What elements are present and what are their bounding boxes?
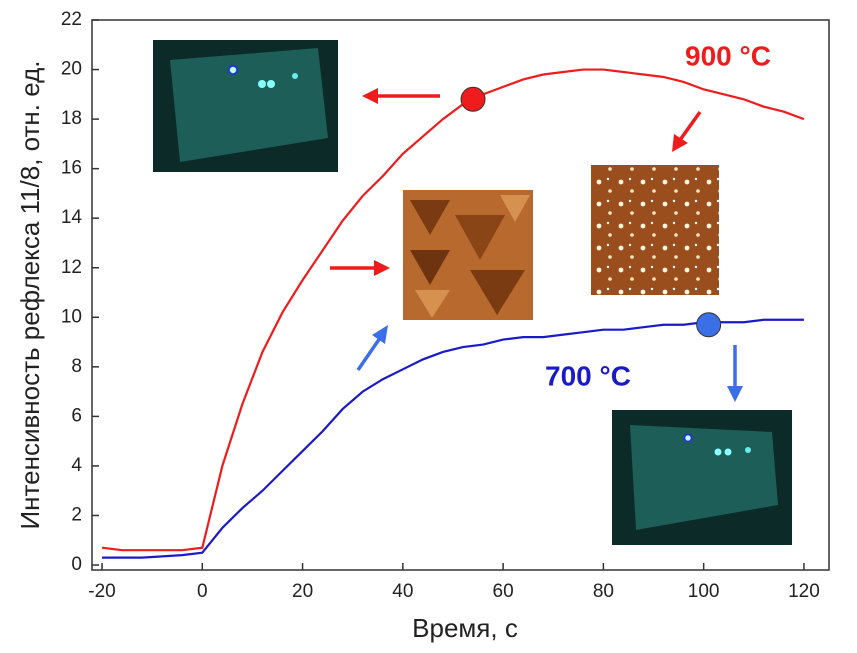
x-tick-label: -20 xyxy=(88,581,115,602)
series-label: 700 °C xyxy=(545,360,631,391)
y-tick-label: 0 xyxy=(71,554,82,575)
y-tick-label: 18 xyxy=(61,108,82,129)
point-marker xyxy=(697,313,721,337)
y-tick-label: 4 xyxy=(71,455,82,476)
y-tick-label: 14 xyxy=(61,207,83,228)
y-tick-label: 10 xyxy=(61,306,82,327)
afm-image-triangles xyxy=(403,190,533,320)
y-tick-label: 22 xyxy=(61,9,82,30)
x-tick-label: 20 xyxy=(292,581,313,602)
y-tick-label: 12 xyxy=(61,257,82,278)
x-tick-label: 80 xyxy=(593,581,614,602)
rheed-image-900 xyxy=(153,40,338,172)
afm-image-islands xyxy=(591,165,719,295)
x-tick-label: 120 xyxy=(788,581,820,602)
point-marker xyxy=(461,87,485,111)
series-label: 900 °C xyxy=(685,40,771,71)
y-tick-label: 20 xyxy=(61,59,82,80)
y-tick-label: 8 xyxy=(71,356,82,377)
chart: Время, с Интенсивность рефлекса 11/8, от… xyxy=(0,0,857,648)
y-tick-label: 6 xyxy=(71,405,82,426)
y-tick-label: 16 xyxy=(61,158,82,179)
x-axis-label: Время, с xyxy=(412,613,518,643)
rheed-image-700 xyxy=(612,410,792,545)
x-tick-label: 0 xyxy=(197,581,208,602)
x-tick-label: 40 xyxy=(392,581,413,602)
x-tick-label: 100 xyxy=(688,581,720,602)
y-axis-label: Интенсивность рефлекса 11/8, отн. ед. xyxy=(15,60,45,529)
x-tick-label: 60 xyxy=(493,581,514,602)
y-tick-label: 2 xyxy=(71,505,82,526)
